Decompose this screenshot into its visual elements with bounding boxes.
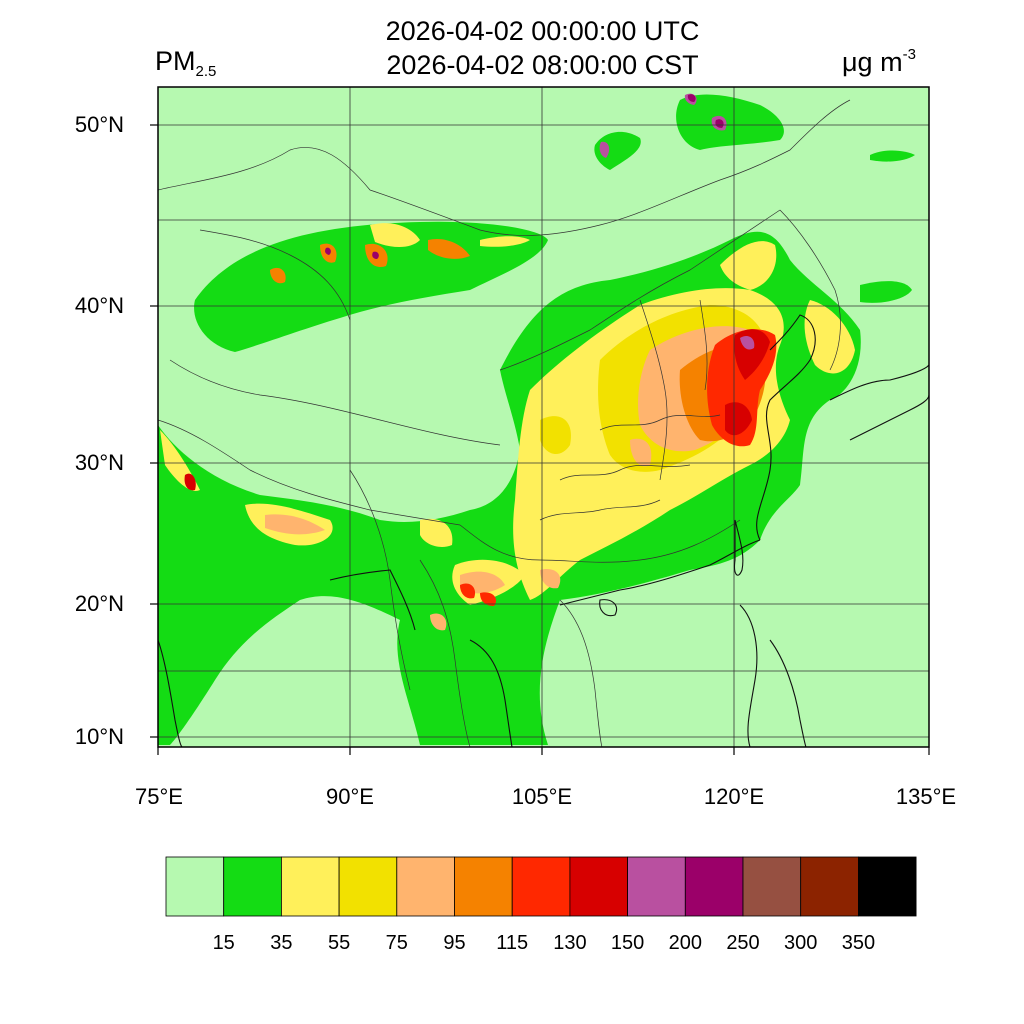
colorbar-tick-label: 15 (212, 932, 235, 954)
map-frame (157, 86, 930, 748)
lat-label-30n: 30°N (74, 450, 124, 475)
colorbar-swatch (280, 856, 340, 917)
lat-label-20n: 20°N (74, 591, 124, 616)
colorbar-tick-label: 75 (385, 932, 408, 954)
colorbar-swatch (396, 856, 455, 917)
colorbar-tick-label: 35 (270, 932, 293, 954)
colorbar-swatch (858, 856, 917, 917)
colorbar-swatch (742, 856, 802, 917)
colorbar-swatch (684, 856, 744, 917)
colorbar-swatch (223, 856, 282, 917)
colorbar-tick-label: 130 (553, 932, 587, 954)
lat-label-50n: 50°N (74, 112, 124, 137)
colorbar-tick-label: 200 (668, 932, 702, 954)
colorbar-tick-label: 55 (327, 932, 351, 954)
lon-label-75e: 75°E (135, 784, 183, 809)
map-title-cst: 2026-04-02 08:00:00 CST (386, 50, 699, 80)
lat-label-10n: 10°N (74, 724, 124, 749)
lon-label-120e: 120°E (703, 784, 765, 809)
colorbar-swatch (338, 856, 398, 917)
variable-label: PM2.5 (155, 46, 217, 80)
colorbar-tick-label: 300 (784, 932, 818, 954)
graticule (158, 87, 929, 747)
colorbar-swatch (569, 856, 629, 917)
lon-label-135e: 135°E (895, 784, 957, 809)
colorbar-swatch (454, 856, 513, 917)
lon-label-105e: 105°E (511, 784, 573, 809)
colorbar-tick-label: 250 (726, 932, 760, 954)
unit-label: μg m-3 (842, 46, 916, 77)
colorbar-tick-label: 115 (496, 932, 529, 954)
pm-band-200-250 (325, 94, 724, 259)
lat-label-40n: 40°N (74, 293, 124, 318)
colorbar-swatch (165, 856, 225, 917)
colorbar-swatch (627, 856, 686, 917)
country-borders (158, 99, 851, 747)
lon-label-90e: 90°E (326, 784, 374, 809)
axis-ticks (150, 124, 930, 755)
colorbar (165, 856, 917, 917)
colorbar-tick-label: 350 (841, 932, 876, 954)
coastlines (158, 314, 929, 747)
colorbar-swatch (800, 856, 859, 917)
map-title-utc: 2026-04-02 00:00:00 UTC (385, 16, 700, 46)
colorbar-tick-label: 150 (610, 932, 645, 954)
colorbar-swatch (511, 856, 571, 917)
colorbar-tick-label: 95 (443, 932, 466, 954)
